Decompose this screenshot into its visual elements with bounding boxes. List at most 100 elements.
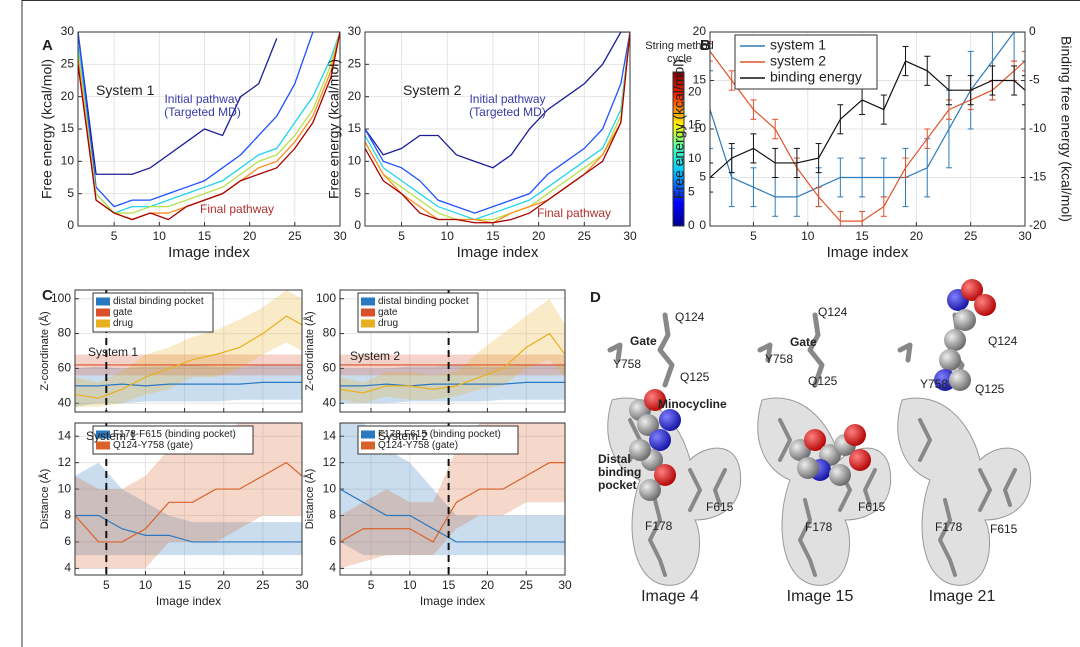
series-line bbox=[75, 461, 302, 543]
stick bbox=[918, 418, 932, 462]
atom bbox=[804, 429, 826, 451]
atom bbox=[949, 369, 971, 391]
plot-area bbox=[365, 32, 630, 224]
y-tick-label: 6 bbox=[64, 534, 71, 548]
y2-tick-label: -15 bbox=[1029, 170, 1047, 184]
y-tick-label: 10 bbox=[348, 154, 362, 168]
legend-swatch bbox=[96, 430, 110, 439]
legend-label: system 1 bbox=[770, 37, 826, 53]
x-tick-label: 5 bbox=[368, 578, 375, 592]
series-line bbox=[78, 32, 340, 214]
x-tick-label: 30 bbox=[1018, 229, 1032, 243]
error-bar bbox=[859, 210, 866, 226]
image-caption: Image 4 bbox=[641, 588, 699, 605]
stick bbox=[657, 312, 675, 388]
x-axis-label: Image index bbox=[420, 594, 485, 608]
residue-label: Distal binding pocket bbox=[598, 452, 642, 492]
error-bar bbox=[750, 167, 757, 208]
residue-label: F178 bbox=[645, 519, 673, 533]
series-line bbox=[340, 332, 565, 394]
x-tick-label: 20 bbox=[217, 578, 231, 592]
y-axis-label: Free energy (kcal/mol) bbox=[39, 59, 55, 199]
y-tick-label: 100 bbox=[316, 291, 336, 305]
image-caption: Image 15 bbox=[786, 588, 854, 605]
error-bar bbox=[859, 84, 866, 115]
panel-label: D bbox=[590, 289, 601, 306]
axes-box bbox=[709, 31, 1026, 227]
error-bar bbox=[837, 210, 844, 226]
stick bbox=[897, 342, 913, 363]
x-axis-label: Image index bbox=[168, 244, 250, 261]
stick bbox=[798, 498, 817, 577]
image-caption: Image 21 bbox=[928, 588, 996, 605]
y-tick-label: 30 bbox=[348, 24, 362, 38]
x-tick-label: 5 bbox=[103, 578, 110, 592]
error-bar bbox=[989, 65, 996, 96]
legend-label: distal binding pocket bbox=[378, 296, 469, 307]
y-axis-label: Free energy (kcal/mol) bbox=[671, 59, 687, 199]
residue-label: Q125 bbox=[680, 370, 710, 384]
error-bar bbox=[1022, 32, 1025, 62]
x-tick-label: 25 bbox=[578, 229, 592, 243]
error-bar bbox=[924, 128, 931, 149]
molecular-images bbox=[607, 279, 1032, 586]
chart: 0 5 10 15 20 25 30 5 10 15 20 25 30 Image index Free e… bbox=[39, 24, 347, 261]
error-bar bbox=[1022, 75, 1025, 106]
legend-swatch bbox=[361, 319, 375, 328]
x-tick-label: 25 bbox=[520, 578, 534, 592]
x-tick-label: 5 bbox=[111, 229, 118, 243]
y-axis-label: Distance (Å) bbox=[38, 469, 51, 530]
stick bbox=[978, 468, 992, 512]
stick bbox=[607, 342, 623, 363]
error-bar bbox=[859, 157, 866, 198]
atom bbox=[954, 309, 976, 331]
y-tick-label: 4 bbox=[64, 561, 71, 575]
panel-label: C bbox=[42, 287, 53, 304]
stick bbox=[713, 468, 727, 507]
y-axis-label: Free energy (kcal/mol) bbox=[326, 59, 342, 199]
annotation: System 2 bbox=[378, 429, 429, 443]
y-tick-label: 15 bbox=[693, 73, 707, 87]
plot-area bbox=[78, 32, 340, 221]
series-line bbox=[78, 32, 340, 214]
atom bbox=[654, 464, 676, 486]
residue-label: Minocycline bbox=[658, 397, 727, 411]
x-tick-label: 15 bbox=[198, 229, 212, 243]
frame bbox=[21, 0, 1080, 647]
series-line bbox=[78, 32, 340, 221]
y-tick-label: 12 bbox=[323, 455, 337, 469]
annotation: System 1 bbox=[88, 345, 139, 359]
legend-box bbox=[92, 292, 214, 333]
y-tick-label: 0 bbox=[354, 218, 361, 232]
series-line bbox=[710, 60, 1025, 178]
residue-label: Q124 bbox=[988, 334, 1018, 348]
error-bar bbox=[728, 70, 735, 91]
residue-label: F178 bbox=[935, 520, 963, 534]
axes-box bbox=[339, 289, 566, 413]
atom bbox=[844, 424, 866, 446]
y-tick-label: 6 bbox=[329, 534, 336, 548]
annotation: Final pathway bbox=[537, 206, 612, 220]
axes-box bbox=[74, 289, 303, 413]
atom bbox=[644, 389, 666, 411]
colorbar-tick-label: 10 bbox=[688, 151, 702, 165]
y-tick-label: 10 bbox=[58, 481, 72, 495]
error-bar bbox=[924, 55, 931, 86]
annotation: Final pathway bbox=[200, 202, 275, 216]
x-tick-label: 10 bbox=[441, 229, 455, 243]
series-line bbox=[365, 32, 630, 221]
residue-label: Q125 bbox=[975, 382, 1005, 396]
residue-label: F178 bbox=[805, 520, 833, 534]
legend-swatch bbox=[361, 430, 375, 439]
annotation: Initial pathway (Targeted MD) bbox=[469, 92, 546, 119]
error-bar bbox=[1011, 65, 1018, 96]
residue-label: Q124 bbox=[818, 305, 848, 319]
colorbar bbox=[672, 71, 685, 227]
plot-area bbox=[340, 423, 565, 569]
legend-label: F178-F615 (binding pocket) bbox=[378, 429, 501, 440]
legend-label: F178-F615 (binding pocket) bbox=[113, 429, 236, 440]
x-tick-label: 25 bbox=[288, 229, 302, 243]
annotation: System 2 bbox=[403, 82, 462, 98]
